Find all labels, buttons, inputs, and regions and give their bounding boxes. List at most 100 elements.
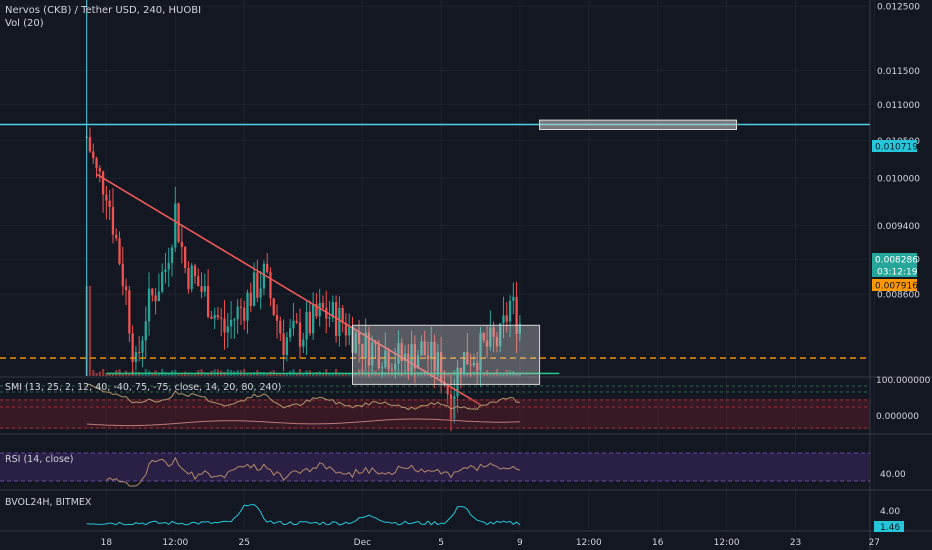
candle-body [243, 307, 246, 321]
volume-bar [282, 374, 285, 376]
candle-body [515, 296, 518, 334]
candle-body [459, 367, 462, 374]
candle-body [92, 151, 95, 159]
cursor-price-badge-text: 0.010719 [875, 143, 918, 153]
line-price-badge-text: 0.007916 [875, 282, 918, 292]
smi-line [86, 383, 520, 411]
time-tick-label: 25 [238, 538, 249, 548]
volume-bar [101, 368, 105, 376]
target-box[interactable] [539, 119, 737, 130]
bvol-indicator-pane [86, 504, 521, 526]
candle-body [193, 265, 197, 277]
candle-body [206, 285, 210, 317]
candle-body [170, 247, 174, 263]
candle-body [495, 336, 499, 347]
candle-body [118, 238, 121, 264]
volume-bar [449, 372, 453, 376]
volume-bar [206, 373, 210, 376]
candle-body [325, 308, 328, 319]
candle-body [508, 300, 512, 322]
candle-body [357, 332, 361, 344]
descending-trend-line[interactable] [96, 173, 481, 406]
volume-bar [243, 368, 246, 376]
last-price-badge [872, 253, 917, 265]
candle-body [416, 355, 420, 369]
bvol-label[interactable]: BVOL24H, BITMEX [5, 497, 92, 508]
volume-bar [426, 373, 430, 376]
volume-bar [105, 373, 108, 376]
candle-body [466, 352, 469, 365]
candle-body [433, 341, 436, 371]
volume-bar [246, 373, 249, 376]
time-tick-label: 18 [101, 538, 113, 548]
rsi-band [0, 453, 870, 481]
candle-body [390, 369, 394, 371]
volume-bar [95, 372, 98, 376]
candle-body [121, 263, 124, 287]
volume-bar [249, 374, 252, 376]
candle-body [223, 318, 226, 333]
volume-bar [292, 369, 295, 376]
candle-body [239, 306, 243, 308]
candle-body [331, 302, 334, 318]
candle-body [518, 323, 522, 334]
candle-body [147, 288, 151, 322]
volume-bar [108, 372, 111, 376]
volume-bar [338, 373, 341, 376]
candle-body [334, 302, 338, 336]
price-badges: 0.010719 0.008286 03:12:19 0.007916 [872, 140, 918, 292]
chart-grid [0, 0, 875, 531]
symbol-title[interactable]: Nervos (CKB) / Tether USD, 240, HUOBI [5, 5, 201, 16]
candle-body [371, 342, 374, 366]
candle-body [174, 203, 177, 248]
volume-bar [121, 372, 124, 376]
smi-label[interactable]: SMI (13, 25, 2, 12, 40, -40, 75, -75, cl… [5, 382, 281, 393]
candle-body [226, 326, 229, 333]
candle-body [203, 285, 206, 292]
price-tick-label: 0.011000 [877, 101, 920, 111]
volume-bar [141, 373, 144, 376]
candle-body [485, 340, 489, 347]
volume-bar [298, 368, 302, 376]
rsi-label[interactable]: RSI (14, close) [5, 454, 73, 465]
candle-body [482, 332, 485, 341]
volume-label[interactable]: Vol (20) [5, 18, 44, 29]
candle-body [328, 317, 331, 319]
time-tick-label: Dec [354, 538, 371, 548]
line-price-badge [872, 279, 917, 291]
consolidation-box[interactable] [352, 324, 541, 385]
candle-body [210, 316, 213, 319]
candle-body [302, 339, 305, 347]
volume-bar [387, 372, 390, 376]
chart-legend: Nervos (CKB) / Tether USD, 240, HUOBI Vo… [5, 5, 281, 508]
rsi-line [106, 456, 521, 487]
candle-body [101, 171, 105, 195]
candle-body [502, 315, 505, 324]
candle-body [341, 308, 344, 324]
candle-body [354, 332, 357, 353]
volume-bar [190, 374, 193, 376]
candle-body [298, 322, 302, 347]
candle-body [318, 302, 321, 317]
volume-bar [371, 369, 374, 376]
candle-body [400, 343, 403, 361]
candle-body [98, 168, 101, 172]
candle-body [131, 333, 134, 362]
candle-body [384, 350, 387, 368]
volume-bar [341, 372, 344, 376]
volume-bar [331, 372, 334, 376]
candle-body [364, 332, 367, 359]
smi-band [0, 399, 870, 429]
candle-body [476, 362, 479, 370]
candle-body [164, 269, 167, 272]
volume-bar [499, 372, 502, 376]
volume-bar [128, 373, 131, 376]
candle-body [505, 315, 508, 322]
volume-bar [92, 369, 95, 376]
candle-body [229, 319, 233, 327]
candle-body [338, 308, 341, 336]
candle-body [446, 385, 449, 395]
time-tick-label: 9 [517, 538, 523, 548]
candle-body [138, 352, 141, 354]
